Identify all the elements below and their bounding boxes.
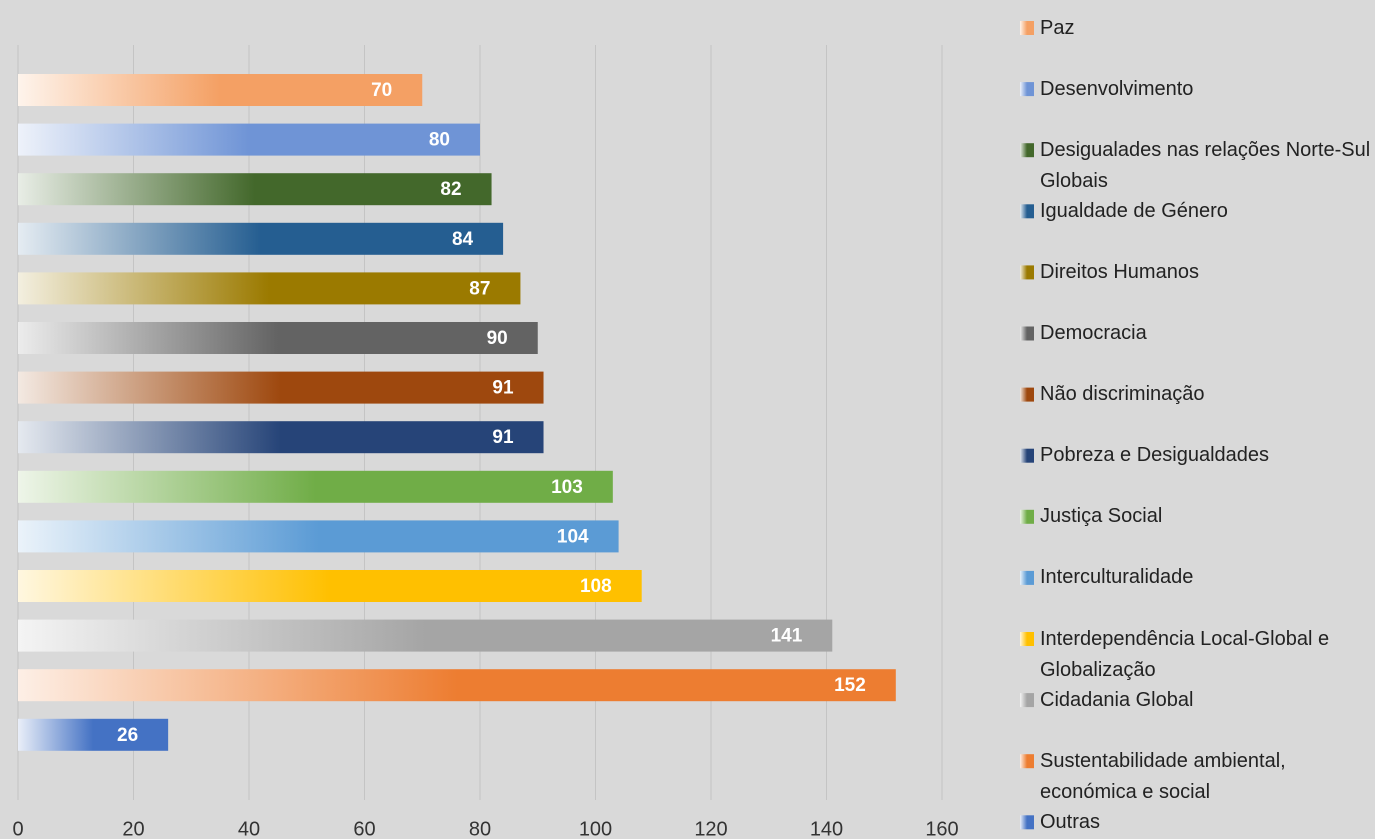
legend-swatch	[1020, 82, 1034, 97]
legend-swatch	[1020, 204, 1034, 219]
bar	[18, 669, 896, 702]
legend-label: Igualdade de Género	[1040, 199, 1228, 222]
legend-label: Desigualades nas relações Norte-Sul Glob…	[1040, 138, 1371, 192]
legend-label: Interdependência Local-Global e Globaliz…	[1040, 627, 1330, 681]
data-label: 80	[429, 130, 450, 151]
legend-swatch	[1020, 570, 1034, 585]
x-tick-label: 80	[469, 818, 491, 839]
bar	[18, 371, 544, 404]
legend-label: Direitos Humanos	[1040, 260, 1199, 283]
data-label: 84	[452, 229, 474, 250]
legend-label: Não discriminação	[1040, 383, 1205, 406]
data-label: 90	[487, 328, 508, 349]
data-label: 103	[551, 477, 583, 498]
bar	[18, 322, 538, 354]
data-label: 82	[440, 179, 461, 200]
data-label: 87	[469, 278, 490, 299]
bar	[18, 520, 619, 553]
x-tick-label: 120	[694, 818, 727, 839]
x-tick-label: 20	[122, 818, 144, 839]
data-label: 26	[117, 725, 138, 746]
legend-swatch	[1020, 326, 1034, 341]
legend-label: Sustentabilidade ambiental, económica e …	[1040, 749, 1286, 803]
legend-swatch	[1020, 754, 1034, 769]
legend-label: Pobreza e Desigualdades	[1040, 444, 1270, 467]
legend-label: Desenvolvimento	[1040, 77, 1194, 100]
x-tick-label: 100	[579, 818, 612, 839]
bar	[18, 222, 504, 255]
data-label: 108	[580, 576, 612, 597]
x-tick-label: 40	[238, 818, 260, 839]
legend-swatch	[1020, 265, 1034, 280]
legend-swatch	[1020, 387, 1034, 402]
legend-label: Justiça Social	[1040, 505, 1163, 528]
data-label: 91	[492, 427, 514, 448]
x-tick-label: 60	[353, 818, 375, 839]
bar	[18, 272, 521, 305]
bar	[18, 421, 544, 454]
bar	[18, 74, 423, 106]
legend-swatch	[1020, 815, 1034, 830]
bar	[18, 619, 833, 652]
bar	[18, 570, 642, 602]
legend-label: Interculturalidade	[1040, 566, 1194, 589]
x-tick-label: 160	[925, 818, 958, 839]
legend-swatch	[1020, 632, 1034, 646]
legend-swatch	[1020, 21, 1034, 35]
x-tick-label: 0	[12, 818, 23, 839]
data-label: 104	[557, 526, 589, 547]
legend-label: Outras	[1040, 810, 1101, 833]
legend-label: Cidadania Global	[1040, 688, 1194, 711]
bar	[18, 173, 492, 206]
bar	[18, 470, 613, 503]
legend-label: Democracia	[1040, 322, 1147, 344]
x-tick-label: 140	[810, 818, 843, 839]
legend-label: Paz	[1040, 16, 1075, 39]
legend-swatch	[1020, 509, 1034, 524]
data-label: 91	[492, 378, 514, 399]
legend-swatch	[1020, 143, 1034, 158]
legend-swatch	[1020, 693, 1034, 708]
legend-swatch	[1020, 448, 1034, 463]
data-label: 152	[834, 675, 866, 696]
bar	[18, 123, 480, 156]
data-label: 141	[771, 626, 803, 647]
data-label: 70	[371, 80, 392, 101]
bar	[18, 718, 169, 751]
